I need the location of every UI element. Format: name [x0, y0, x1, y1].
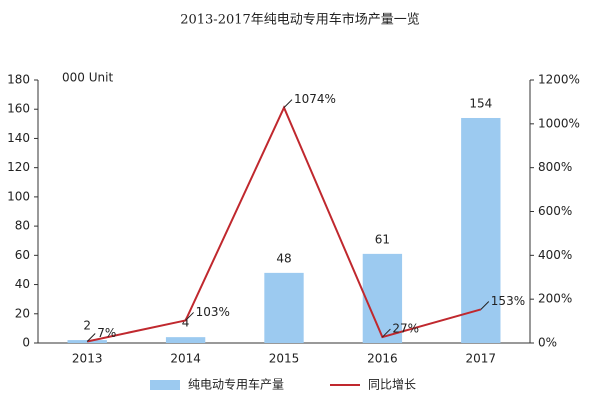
y2-tick-label: 400% — [538, 248, 572, 262]
bar-label: 2 — [83, 319, 91, 333]
legend-label: 同比增长 — [368, 378, 416, 392]
y-tick-label: 120 — [7, 160, 30, 174]
bar-label: 48 — [276, 251, 291, 265]
label-leader — [86, 333, 96, 342]
y2-tick-label: 600% — [538, 204, 572, 218]
x-tick-label: 2015 — [269, 352, 300, 366]
line-label: 153% — [491, 294, 525, 308]
chart-title: 2013-2017年纯电动专用车市场产量一览 — [180, 12, 420, 28]
y-tick-label: 20 — [15, 306, 30, 320]
bar — [67, 340, 107, 343]
y-tick-label: 40 — [15, 277, 30, 291]
x-tick-label: 2016 — [367, 352, 398, 366]
y-tick-label: 60 — [15, 248, 30, 262]
y-tick-label: 100 — [7, 189, 30, 203]
y-tick-label: 180 — [7, 73, 30, 87]
y-tick-label: 140 — [7, 131, 30, 145]
bar — [264, 272, 304, 343]
y-tick-label: 0 — [22, 336, 30, 350]
line-label: 1074% — [294, 92, 336, 106]
x-tick-label: 2013 — [72, 352, 103, 366]
y2-tick-label: 1200% — [538, 73, 580, 87]
label-leader — [283, 99, 293, 108]
line-label: 103% — [196, 305, 230, 319]
bar — [165, 337, 206, 343]
y-tick-label: 80 — [15, 219, 30, 233]
x-tick-label: 2017 — [466, 352, 497, 366]
y2-tick-label: 1000% — [538, 116, 580, 130]
line-label: 27% — [392, 322, 419, 336]
y2-tick-label: 800% — [538, 160, 572, 174]
line-label: 7% — [97, 326, 116, 340]
y2-tick-label: 200% — [538, 292, 572, 306]
y-tick-label: 160 — [7, 102, 30, 116]
label-leader — [185, 312, 194, 321]
bar — [362, 253, 403, 343]
legend-label: 纯电动专用车产量 — [188, 377, 284, 392]
bar-label: 61 — [375, 232, 390, 246]
legend-swatch — [150, 380, 180, 390]
bar-label: 154 — [469, 96, 492, 110]
bar-label: 4 — [182, 316, 190, 330]
label-leader — [382, 328, 391, 338]
y2-tick-label: 0% — [538, 336, 557, 350]
bar — [461, 117, 501, 343]
unit-label: 000 Unit — [62, 71, 113, 85]
x-tick-label: 2014 — [170, 352, 201, 366]
label-leader — [480, 301, 490, 310]
